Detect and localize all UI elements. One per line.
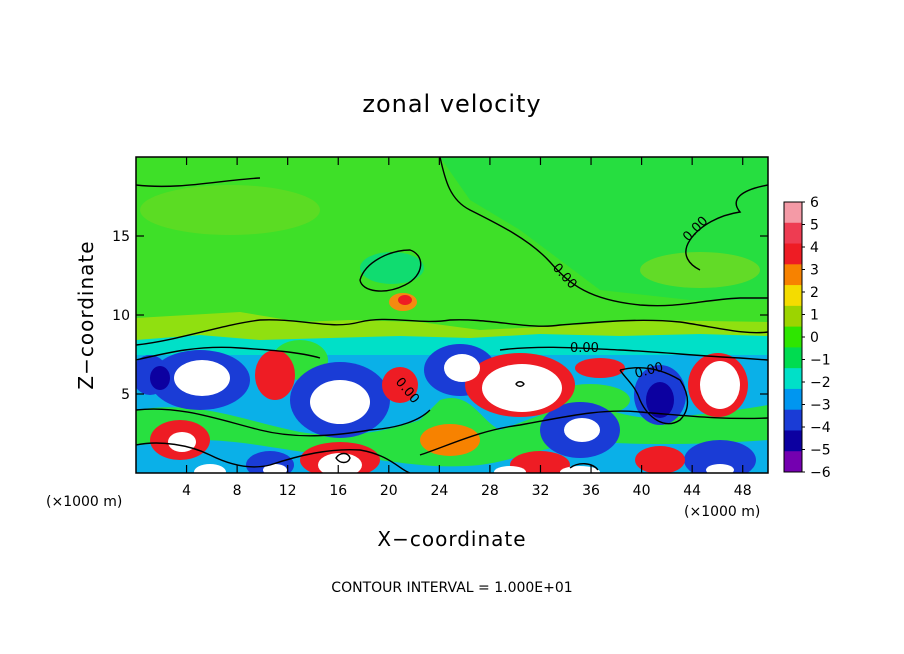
red-vortex [635,446,685,473]
white-core [494,466,526,473]
contour-line [685,184,768,271]
y-tick-label: 10 [112,308,130,324]
white-core [318,453,362,473]
x-tick-label: 16 [329,483,347,499]
plot-field [136,157,768,473]
contour-line [499,346,768,361]
x-axis-ticks: 4 8 12 16 20 24 28 32 36 40 44 48 [182,157,752,499]
contour-interval-footer: CONTOUR INTERVAL = 1.000E+01 [331,580,572,596]
white-core [310,380,370,424]
red-vortex [575,358,625,378]
colorbar-label: −3 [810,398,831,414]
x-tick-label: 4 [182,483,191,499]
white-core [564,418,600,442]
dark-blue-core [150,366,170,390]
colorbar-swatch [784,388,802,411]
x-tick-label: 44 [683,483,701,499]
contour-line [136,346,321,361]
colorbar-label: −4 [810,420,831,436]
contour-line [569,463,599,471]
contour-line [515,381,525,387]
colorbar-label: 2 [810,285,819,301]
colorbar-label: −6 [810,465,831,481]
colorbar-label: 5 [810,218,819,234]
y-axis-label: Z−coordinate [74,240,98,389]
white-core [174,360,230,396]
x-tick-label: 48 [734,483,752,499]
colorbar-label: 0 [810,330,819,346]
colorbar-swatch [784,264,802,286]
y-tick-label: 15 [112,229,130,245]
contour-label: 0.00 [570,341,599,356]
white-core [706,464,734,473]
chart-title: zonal velocity [362,90,541,118]
yellow-band [136,312,768,340]
colorbar-label: −1 [810,353,831,369]
x-tick-label: 24 [430,483,448,499]
x-tick-label: 32 [532,483,550,499]
white-core [482,364,562,412]
y-tick-label: 5 [121,387,130,403]
blue-vortex [684,440,756,473]
orange-patch [420,424,480,456]
x-axis-label: X−coordinate [377,527,526,551]
contour-line [439,157,768,307]
colorbar-swatch [784,409,802,431]
contour-line [335,452,351,464]
x-unit-label: (×1000 m) [46,494,122,510]
y-axis-ticks: 5 10 15 [112,229,768,403]
colorbar-label: 1 [810,308,819,324]
x-tick-label: 36 [582,483,600,499]
x-tick-label: 20 [380,483,398,499]
colorbar-label: 6 [810,195,819,211]
light-green-patch [140,185,320,235]
white-core [444,354,480,382]
contour-lines [136,157,768,473]
white-core [168,432,196,452]
colorbar-label: −5 [810,443,831,459]
red-vortex [510,451,570,473]
red-vortex [255,350,295,400]
dark-blue-core [646,382,674,418]
colorbar-swatch [784,347,802,369]
white-core [560,466,600,473]
contour-line [136,177,261,188]
x-tick-label: 40 [633,483,651,499]
contour-line [359,249,422,292]
x-tick-label: 12 [279,483,297,499]
colorbar-swatch [784,243,802,265]
contour-label: 0.00 [633,360,665,382]
colorbar-label: 3 [810,263,819,279]
white-core [263,464,287,473]
white-core [700,361,740,409]
colorbar-swatch [784,326,802,348]
contour-line [136,442,411,473]
contour-line [136,318,768,346]
red-vortex [382,367,418,403]
colorbar-swatch [784,222,802,245]
x-tick-label: 8 [233,483,242,499]
colorbar-swatch [784,430,802,452]
contour-line [419,410,768,456]
x-tick-label: 28 [481,483,499,499]
colorbar-swatch [784,202,802,224]
colorbar-label: −2 [810,375,831,391]
colorbar-swatch [784,285,802,307]
colorbar-label: 4 [810,240,819,256]
colorbar-swatch [784,305,802,328]
contour-line [136,408,431,437]
colorbar-swatch [784,451,802,473]
colorbar-swatch [784,368,802,390]
contour-line [619,367,689,425]
colorbar: 6 5 4 3 2 1 0 −1 −2 −3 −4 −5 −6 [783,195,831,481]
red-blob [398,295,412,305]
white-core [194,464,226,473]
y-unit-label: (×1000 m) [684,504,760,520]
